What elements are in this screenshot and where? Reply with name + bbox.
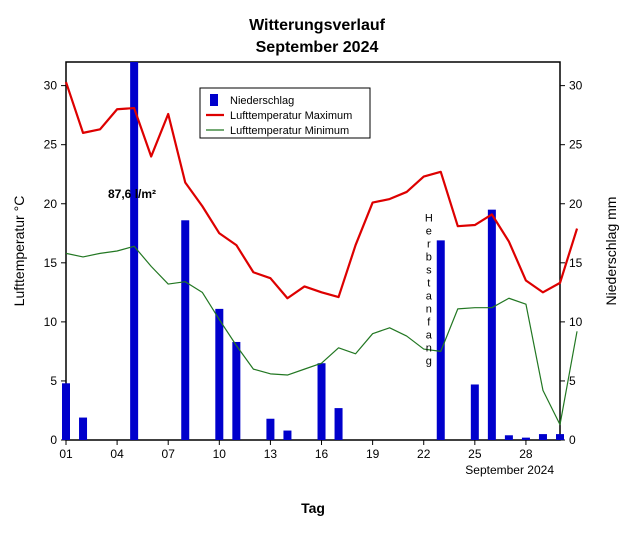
precip-bar <box>232 342 240 440</box>
precip-bar <box>215 309 223 440</box>
x-tick-label: 10 <box>213 447 227 461</box>
x-axis-title: Tag <box>301 500 325 516</box>
precip-bar <box>437 240 445 440</box>
x-tick-label: 01 <box>59 447 73 461</box>
x-tick-label: 13 <box>264 447 278 461</box>
legend-label: Niederschlag <box>230 95 294 107</box>
y-left-tick-label: 0 <box>50 433 57 447</box>
y-right-tick-label: 5 <box>569 374 576 388</box>
vertical-annotation-char: g <box>426 355 432 367</box>
y-left-axis-title: Lufttemperatur °C <box>11 196 27 307</box>
precip-bar <box>318 363 326 440</box>
x-tick-label: 04 <box>110 447 124 461</box>
vertical-annotation-char: a <box>426 329 433 341</box>
y-right-tick-label: 30 <box>569 79 583 93</box>
precip-bar <box>62 383 70 440</box>
chart-subtitle: September 2024 <box>256 39 379 56</box>
vertical-annotation-char: n <box>426 303 432 315</box>
vertical-annotation-char: a <box>426 290 433 302</box>
y-left-tick-label: 20 <box>44 197 58 211</box>
vertical-annotation-char: n <box>426 342 432 354</box>
precip-bar <box>266 419 274 440</box>
y-left-tick-label: 15 <box>44 256 58 270</box>
x-tick-label: 19 <box>366 447 380 461</box>
x-tick-label: 07 <box>162 447 176 461</box>
y-right-tick-label: 0 <box>569 433 576 447</box>
y-right-tick-label: 10 <box>569 315 583 329</box>
precip-bar <box>283 431 291 440</box>
vertical-annotation-char: s <box>426 264 432 276</box>
precip-bar <box>79 418 87 440</box>
y-right-tick-label: 20 <box>569 197 583 211</box>
vertical-annotation-char: r <box>427 238 431 250</box>
legend-swatch <box>210 94 218 106</box>
legend-label: Lufttemperatur Minimum <box>230 125 349 137</box>
precip-bar <box>181 220 189 440</box>
legend-label: Lufttemperatur Maximum <box>230 110 352 122</box>
y-left-tick-label: 5 <box>50 374 57 388</box>
y-left-tick-label: 30 <box>44 79 58 93</box>
chart-title: Witterungsverlauf <box>249 17 386 34</box>
precip-bar <box>522 438 530 440</box>
precip-annotation: 87,6 l/m² <box>108 187 156 201</box>
y-left-tick-label: 25 <box>44 138 58 152</box>
y-right-axis-title: Niederschlag mm <box>603 197 619 306</box>
x-month-label: September 2024 <box>465 463 554 477</box>
precip-bar <box>539 434 547 440</box>
vertical-annotation-char: H <box>425 212 433 224</box>
y-left-tick-label: 10 <box>44 315 58 329</box>
weather-chart: Witterungsverlauf September 2024 0 0 5 5 10 10 1… <box>0 0 634 535</box>
x-tick-label: 22 <box>417 447 431 461</box>
x-tick-label: 16 <box>315 447 329 461</box>
y-right-tick-label: 15 <box>569 256 583 270</box>
vertical-annotation-char: t <box>427 277 430 289</box>
x-tick-label: 28 <box>519 447 533 461</box>
vertical-annotation-char: b <box>426 251 432 263</box>
precip-bar <box>556 434 564 440</box>
precip-bar <box>335 408 343 440</box>
y-right-tick-label: 25 <box>569 138 583 152</box>
precip-bar <box>471 384 479 440</box>
vertical-annotation-char: e <box>426 225 432 237</box>
x-tick-label: 25 <box>468 447 482 461</box>
precip-bar <box>505 435 513 440</box>
precip-bar <box>488 210 496 440</box>
